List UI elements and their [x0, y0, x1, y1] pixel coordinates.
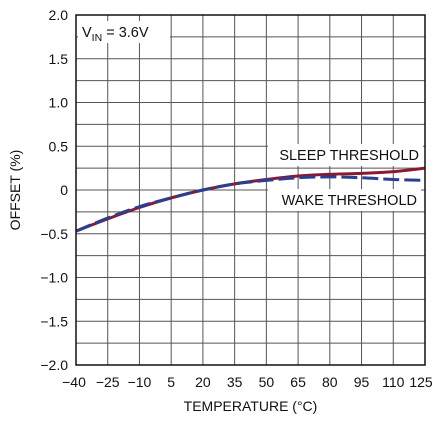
- wake-label-bg: [268, 189, 421, 211]
- condition-annotation-bg: [78, 21, 170, 43]
- y-tick-label: −1.0: [40, 270, 68, 286]
- x-tick-label: 125: [409, 374, 433, 390]
- x-tick-label: 110: [382, 374, 405, 390]
- series-label-sleep: SLEEP THRESHOLD: [279, 148, 419, 164]
- x-tick-label: 80: [322, 374, 338, 390]
- x-tick-label: 5: [167, 374, 175, 390]
- plot-frame: [75, 14, 426, 366]
- x-tick-label: −25: [96, 374, 120, 390]
- x-tick-label: 65: [290, 374, 306, 390]
- series-label-wake: WAKE THRESHOLD: [282, 193, 417, 209]
- y-tick-label: −2.0: [40, 357, 68, 373]
- x-tick-label: 35: [227, 374, 243, 390]
- series-line-wake-threshold: [75, 175, 426, 233]
- condition-subscript: IN: [92, 32, 103, 44]
- condition-main: V: [82, 25, 92, 41]
- x-tick-label: −40: [62, 374, 86, 390]
- x-tick-label: 20: [195, 374, 211, 390]
- y-tick-label: 0: [60, 182, 68, 198]
- condition-annotation: VIN = 3.6V: [82, 25, 149, 44]
- condition-rest: = 3.6V: [102, 25, 149, 41]
- sleep-label-bg: [268, 144, 423, 166]
- y-tick-label: −1.5: [40, 313, 68, 329]
- x-tick-labels: −40 −25 −10 5 20 35 50 65 80 95 110 125: [62, 374, 433, 390]
- series-layer: [75, 166, 426, 233]
- y-tick-label: 1.5: [49, 51, 69, 67]
- y-tick-label: 0.5: [49, 138, 69, 154]
- x-tick-label: 95: [354, 374, 370, 390]
- x-axis-label: TEMPERATURE (°C): [184, 398, 318, 414]
- y-tick-label: −0.5: [40, 226, 68, 242]
- x-tick-label: −10: [128, 374, 152, 390]
- y-tick-label: 2.0: [49, 7, 69, 23]
- y-tick-labels: −2.0 −1.5 −1.0 −0.5 0 0.5 1.0 1.5 2.0: [40, 7, 68, 373]
- x-tick-label: 50: [259, 374, 275, 390]
- y-axis-label: OFFSET (%): [7, 150, 23, 231]
- y-tick-label: 1.0: [49, 95, 69, 111]
